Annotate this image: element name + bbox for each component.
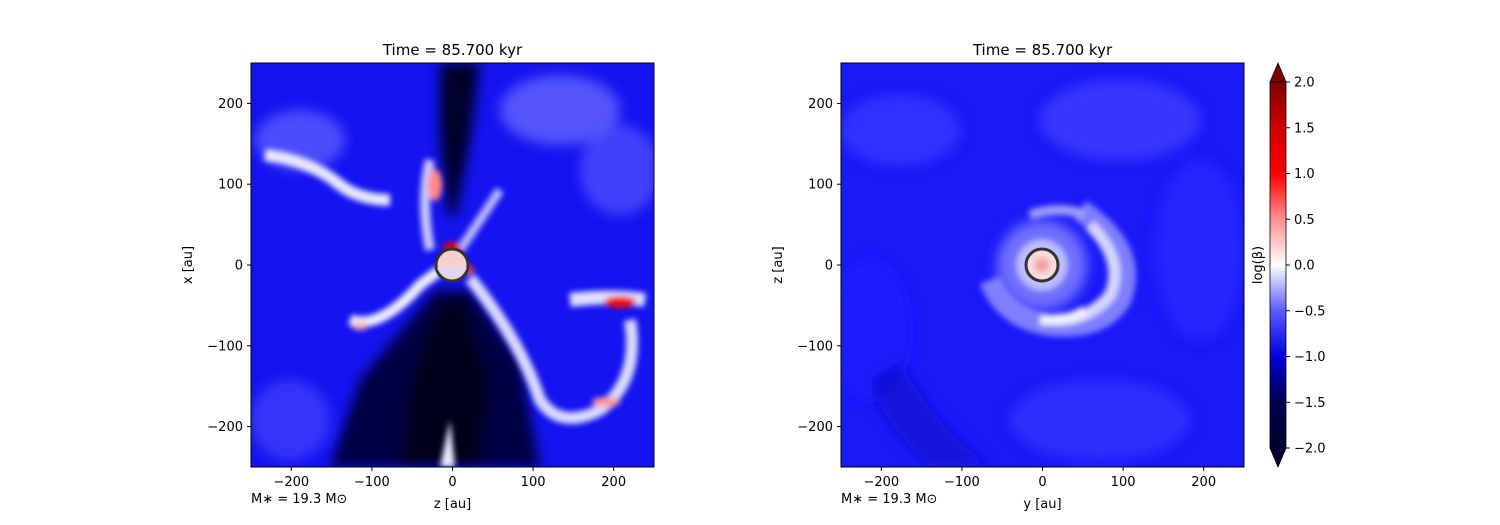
- x-tick-label: −100: [944, 475, 980, 490]
- colorbar-extend-top: [1269, 61, 1287, 83]
- x-tick-label: 200: [601, 475, 626, 490]
- y-tick-label: 100: [808, 178, 833, 193]
- x-tick-label: −100: [354, 475, 390, 490]
- colorbar-ticks: −2.0 −1.5 −1.0 −0.5 0.0 0.5 1.0 1.5 2.0: [1286, 76, 1326, 457]
- panel-2: −200 −100 0 100 200 −200 −100 0 100 200 Time = 85…: [771, 41, 1245, 512]
- panel-2-mass-annotation: M∗ = 19.3 M⊙: [841, 492, 937, 507]
- colorbar-tick-label: −1.0: [1294, 350, 1326, 365]
- y-tick-label: −100: [797, 339, 833, 354]
- x-tick-label: 100: [521, 475, 546, 490]
- x-tick-label: −200: [273, 475, 309, 490]
- colorbar-extend-bottom: [1269, 447, 1287, 469]
- colorbar: −2.0 −1.5 −1.0 −0.5 0.0 0.5 1.0 1.5 2.0 log(β): [1251, 61, 1326, 469]
- x-tick-label: 0: [1038, 475, 1046, 490]
- y-tick-label: 200: [808, 97, 833, 112]
- panel-1-title: Time = 85.700 kyr: [382, 41, 523, 59]
- panel-1-xlabel: z [au]: [434, 497, 471, 512]
- colorbar-tick-label: −0.5: [1294, 304, 1326, 319]
- panel-1: −200 −100 0 100 200 −200 −100 0 100 200 Time = 85…: [181, 41, 655, 512]
- colorbar-body: [1269, 81, 1287, 449]
- panel-2-xlabel: y [au]: [1023, 497, 1061, 512]
- panel-1-field: [251, 63, 654, 467]
- x-tick-label: 0: [448, 475, 456, 490]
- y-tick-label: −200: [207, 420, 243, 435]
- y-tick-label: −200: [797, 420, 833, 435]
- y-tick-label: 0: [235, 259, 243, 274]
- colorbar-tick-label: 0.5: [1294, 213, 1315, 228]
- x-tick-label: −200: [863, 475, 899, 490]
- colorbar-tick-label: 2.0: [1294, 76, 1315, 91]
- y-tick-label: −100: [207, 339, 243, 354]
- x-tick-label: 200: [1191, 475, 1216, 490]
- colorbar-tick-label: −1.5: [1294, 396, 1326, 411]
- panel-1-mass-annotation: M∗ = 19.3 M⊙: [251, 492, 347, 507]
- colorbar-tick-label: 1.0: [1294, 167, 1315, 182]
- colorbar-tick-label: 1.5: [1294, 121, 1315, 136]
- panel-1-axes: −200 −100 0 100 200 −200 −100 0 100 200: [207, 97, 626, 490]
- x-tick-label: 100: [1111, 475, 1136, 490]
- y-tick-label: 200: [218, 97, 243, 112]
- colorbar-label: log(β): [1251, 246, 1266, 284]
- colorbar-tick-label: −2.0: [1294, 442, 1326, 457]
- panel-2-axes: −200 −100 0 100 200 −200 −100 0 100 200: [797, 97, 1216, 490]
- colorbar-tick-label: 0.0: [1294, 259, 1315, 274]
- panel-2-field: [841, 63, 1244, 467]
- y-tick-label: 0: [825, 259, 833, 274]
- panel-2-ylabel: z [au]: [771, 246, 786, 283]
- panel-1-ylabel: x [au]: [181, 246, 196, 284]
- y-tick-label: 100: [218, 178, 243, 193]
- panel-2-title: Time = 85.700 kyr: [972, 41, 1113, 59]
